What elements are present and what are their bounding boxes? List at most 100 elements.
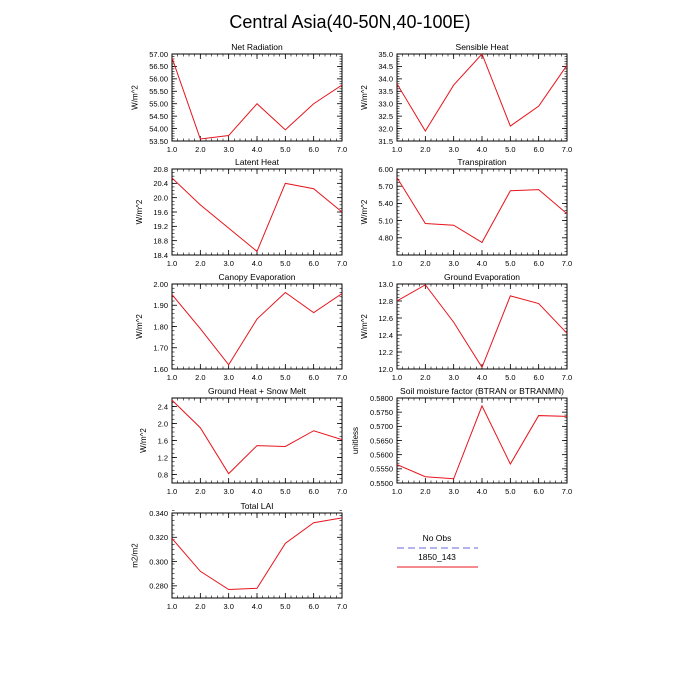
y-tick-label: 32.0 [378,124,393,133]
panel-title: Ground Evaporation [444,272,520,282]
panel-latent-heat: Latent Heat 18.4 18.8 19.2 19.6 20.0 20.4 20.8 1… [135,157,347,268]
y-tick-label: 31.5 [378,137,393,146]
y-tick-label: 0.280 [149,582,168,591]
panel-title: Transpiration [457,157,507,167]
plot-frame [396,397,568,484]
x-tick-label: 3.0 [223,259,233,268]
panel-ground-evaporation: Ground Evaporation 12.0 12.2 12.4 12.6 12.8 13… [360,272,572,382]
legend: No Obs 1850_143 [397,533,478,568]
series-line-1850-143 [172,57,342,140]
panel-soil-moisture-factor-btran-or-btranmn: Soil moisture factor (BTRAN or BTRANMN) 0… [351,386,572,496]
y-tick-label: 20.0 [153,193,168,202]
x-tick-label: 3.0 [448,259,458,268]
x-tick-label: 4.0 [477,145,487,154]
y-tick-label: 1.60 [153,365,168,374]
x-tick-label: 3.0 [223,487,233,496]
x-tick-label: 7.0 [562,487,572,496]
y-tick-label: 0.5750 [370,408,393,417]
y-tick-label: 12.6 [378,314,393,323]
x-tick-label: 2.0 [195,373,205,382]
plot-frame [171,512,343,599]
y-tick-label: 19.2 [153,222,168,231]
panel-sensible-heat: Sensible Heat 31.5 32.0 32.5 33.0 33.5 34.0 34.… [360,42,572,154]
y-tick-label: 6.00 [378,165,393,174]
y-tick-label: 1.6 [158,436,168,445]
y-tick-label: 32.5 [378,112,393,121]
plot-frame [396,53,568,142]
y-tick-label: 2.0 [158,419,168,428]
x-tick-label: 6.0 [533,373,543,382]
x-tick-label: 4.0 [477,487,487,496]
x-tick-label: 2.0 [420,145,430,154]
series-line-1850-143 [397,54,567,133]
y-tick-label: 5.70 [378,182,393,191]
x-tick-label: 1.0 [167,487,177,496]
x-tick-label: 5.0 [280,373,290,382]
y-tick-label: 12.4 [378,331,393,340]
x-tick-label: 2.0 [420,259,430,268]
y-axis-label: W/m^2 [135,314,144,339]
x-tick-label: 6.0 [533,145,543,154]
x-tick-label: 3.0 [448,487,458,496]
x-tick-label: 1.0 [167,373,177,382]
x-tick-label: 1.0 [392,259,402,268]
panel-title: Canopy Evaporation [218,272,295,282]
x-tick-label: 7.0 [337,373,347,382]
y-tick-label: 0.320 [149,533,168,542]
y-tick-label: 55.00 [149,100,168,109]
x-tick-label: 1.0 [392,145,402,154]
plot-frame [171,53,343,142]
y-axis-label: W/m^2 [360,85,369,110]
x-tick-label: 2.0 [195,259,205,268]
x-tick-label: 6.0 [533,487,543,496]
series-line-1850-143 [172,291,342,366]
plot-frame [171,168,343,256]
panel-title: Soil moisture factor (BTRAN or BTRANMN) [400,386,564,396]
x-tick-label: 6.0 [308,145,318,154]
y-tick-label: 34.5 [378,62,393,71]
y-tick-label: 5.10 [378,216,393,225]
panel-ground-heat-snow-melt: Ground Heat + Snow Melt 0.8 1.2 1.6 2.0 2.4 1.… [139,386,347,496]
y-tick-label: 20.4 [153,179,168,188]
x-tick-label: 4.0 [477,373,487,382]
x-tick-label: 7.0 [337,259,347,268]
x-tick-label: 7.0 [337,487,347,496]
x-tick-label: 6.0 [308,602,318,611]
y-axis-label: unitless [351,427,360,454]
x-tick-label: 7.0 [337,145,347,154]
y-tick-label: 54.50 [149,112,168,121]
y-tick-label: 0.5650 [370,436,393,445]
series-line-1850-143 [397,404,567,480]
y-tick-label: 0.5600 [370,450,393,459]
x-tick-label: 1.0 [167,602,177,611]
y-tick-label: 53.50 [149,137,168,146]
y-tick-label: 12.8 [378,297,393,306]
y-axis-label: W/m^2 [135,199,144,224]
y-tick-label: 2.00 [153,280,168,289]
y-tick-label: 18.4 [153,251,168,260]
x-tick-label: 7.0 [562,259,572,268]
x-tick-label: 2.0 [195,602,205,611]
series-line-1850-143 [172,517,342,591]
panel-title: Net Radiation [231,42,283,52]
x-tick-label: 2.0 [195,487,205,496]
x-tick-label: 3.0 [448,373,458,382]
series-line-1850-143 [172,399,342,475]
legend-entry-no-obs-label: No Obs [423,533,452,543]
y-tick-label: 57.00 [149,50,168,59]
panels-group: Net Radiation 53.50 54.00 54.50 55.00 55.50 56… [131,42,573,611]
x-tick-label: 7.0 [562,373,572,382]
x-tick-label: 4.0 [252,602,262,611]
y-tick-label: 0.5700 [370,422,393,431]
x-tick-label: 5.0 [505,487,515,496]
y-tick-label: 18.8 [153,236,168,245]
y-tick-label: 0.340 [149,509,168,518]
x-tick-label: 3.0 [223,602,233,611]
y-tick-label: 55.50 [149,87,168,96]
x-tick-label: 4.0 [252,487,262,496]
y-tick-label: 0.5550 [370,465,393,474]
x-tick-label: 6.0 [308,487,318,496]
y-tick-label: 13.0 [378,280,393,289]
x-tick-label: 4.0 [252,373,262,382]
x-tick-label: 6.0 [308,373,318,382]
